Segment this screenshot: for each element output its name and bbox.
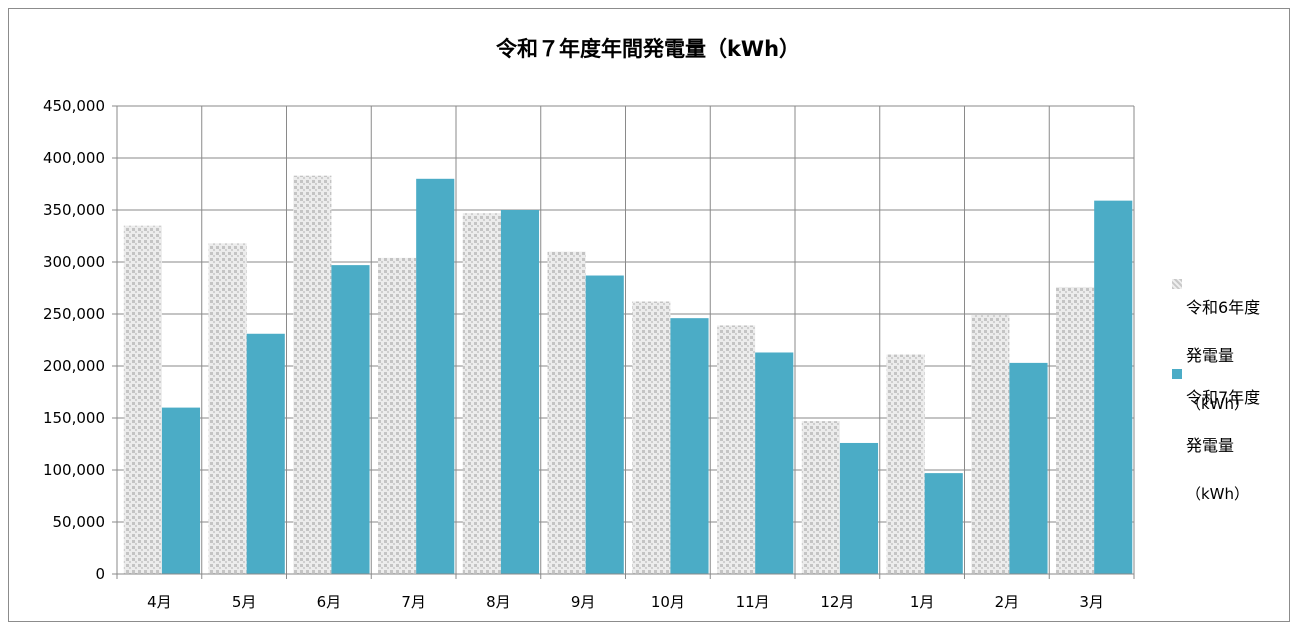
- bar-series-2-3: [331, 265, 370, 574]
- y-tick-label: 450,000: [43, 97, 105, 115]
- bar-series-2-6: [585, 275, 624, 574]
- bar-series-1-12: [1056, 286, 1095, 574]
- x-tick-label: 11月: [736, 593, 770, 611]
- legend-label-series-1-line1: 令和6年度: [1186, 298, 1261, 317]
- chart-title: 令和７年度年間発電量（kWh）: [495, 37, 801, 61]
- bar-series-1-4: [378, 257, 417, 574]
- x-tick-label: 10月: [651, 593, 685, 611]
- bar-series-1-8: [717, 325, 756, 574]
- legend-label-series-1-line2: 発電量: [1186, 346, 1235, 365]
- bar-series-2-2: [246, 333, 285, 574]
- bar-series-2-1: [161, 407, 201, 574]
- legend-item-series-2: 令和7年度 発電量 （kWh）: [1172, 362, 1287, 530]
- y-tick-label: 300,000: [43, 253, 105, 271]
- bar-series-1-10: [886, 354, 925, 574]
- bar-series-1-2: [208, 243, 247, 574]
- bar-series-1-1: [123, 225, 162, 574]
- x-tick-label: 7月: [401, 593, 426, 611]
- x-tick-label: 1月: [910, 593, 935, 611]
- bar-series-1-7: [632, 301, 671, 574]
- x-tick-label: 12月: [820, 593, 854, 611]
- x-tick-label: 2月: [995, 593, 1020, 611]
- bar-series-1-11: [971, 315, 1010, 574]
- bar-series-1-9: [801, 421, 840, 574]
- x-tick-label: 8月: [486, 593, 511, 611]
- bar-series-2-7: [670, 318, 709, 574]
- x-tick-label: 6月: [317, 593, 342, 611]
- legend-label-series-2-line1: 令和7年度: [1186, 388, 1261, 407]
- y-tick-label: 0: [95, 565, 105, 583]
- x-tick-label: 3月: [1079, 593, 1104, 611]
- legend-label-series-2-line2: 発電量: [1186, 436, 1235, 455]
- bar-series-2-12: [1094, 200, 1133, 574]
- legend-label-series-1-unit: （kWh）: [1186, 395, 1250, 413]
- x-tick-label: 9月: [571, 593, 596, 611]
- bar-series-2-11: [1009, 362, 1048, 574]
- y-tick-label: 100,000: [43, 461, 105, 479]
- bar-series-1-6: [547, 251, 586, 574]
- bar-series-1-5: [462, 213, 501, 574]
- bar-series-2-4: [416, 178, 455, 575]
- y-tick-label: 200,000: [43, 357, 105, 375]
- bar-series-2-9: [839, 442, 879, 574]
- y-tick-label: 50,000: [53, 513, 106, 531]
- legend-label-series-2-unit: （kWh）: [1186, 485, 1250, 503]
- legend-swatch-series-2: [1172, 369, 1182, 379]
- x-tick-label: 5月: [232, 593, 257, 611]
- y-tick-label: 400,000: [43, 149, 105, 167]
- bar-series-2-10: [924, 473, 963, 574]
- legend-swatch-series-1: [1172, 279, 1182, 289]
- y-tick-label: 150,000: [43, 409, 105, 427]
- bar-series-2-5: [500, 210, 540, 574]
- x-tick-label: 4月: [147, 593, 172, 611]
- bar-series-1-3: [293, 175, 332, 574]
- bar-series-2-8: [755, 352, 794, 574]
- legend-item-series-1: 令和6年度 発電量 （kWh）: [1172, 272, 1287, 440]
- y-tick-label: 350,000: [43, 201, 105, 219]
- y-tick-label: 250,000: [43, 305, 105, 323]
